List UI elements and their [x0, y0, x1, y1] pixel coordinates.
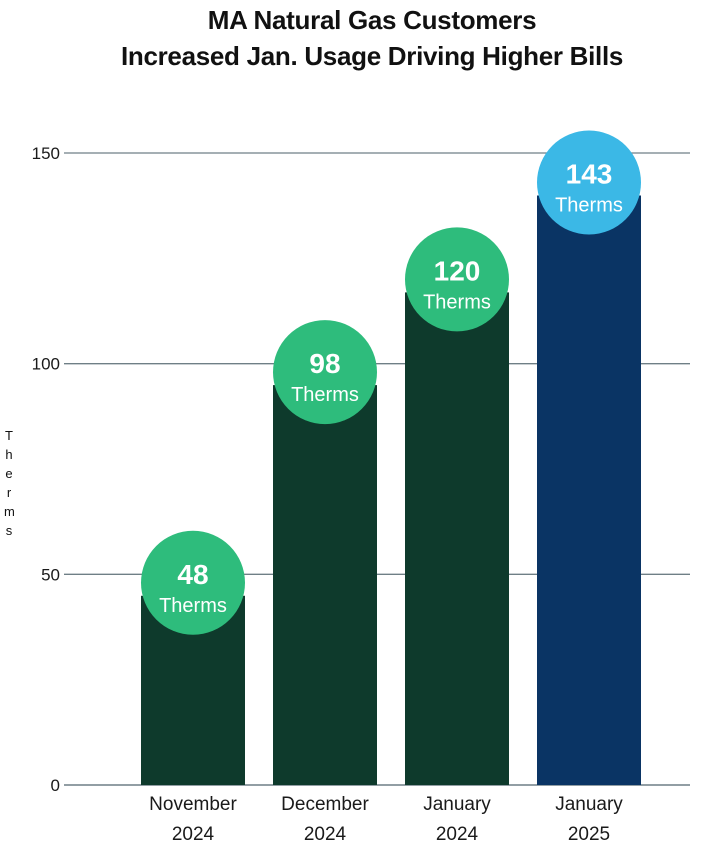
y-tick-label: 150 [32, 144, 60, 163]
y-tick-label: 50 [41, 565, 60, 584]
x-tick-label: November [149, 794, 237, 815]
value-badge [405, 227, 509, 332]
value-badge [141, 530, 245, 635]
bar [537, 195, 641, 785]
chart-title: MA Natural Gas Customers Increased Jan. … [0, 2, 702, 74]
x-tick-label-year: 2024 [436, 824, 479, 845]
x-tick-label: January [423, 794, 491, 815]
data-label-unit: Therms [555, 194, 623, 216]
x-tick-label: December [281, 794, 369, 815]
y-tick-label: 0 [51, 776, 60, 795]
x-tick-label: January [555, 794, 623, 815]
chart-title-line-1: MA Natural Gas Customers [207, 5, 537, 35]
bar [273, 385, 377, 785]
y-axis-label: Therms [4, 428, 15, 538]
x-tick-label-year: 2025 [568, 824, 610, 845]
chart-title-line-2: Increased Jan. Usage Driving Higher Bill… [120, 41, 624, 71]
y-tick-label: 100 [32, 355, 60, 374]
data-label-unit: Therms [423, 291, 491, 313]
value-badge [273, 320, 377, 425]
value-badge [537, 130, 641, 235]
data-label-value: 48 [177, 559, 208, 590]
x-tick-label-year: 2024 [304, 824, 347, 845]
data-label-value: 143 [566, 158, 613, 189]
data-label-unit: Therms [291, 384, 359, 406]
data-label-value: 98 [309, 348, 340, 379]
bar [405, 292, 509, 785]
data-label-unit: Therms [159, 595, 227, 617]
x-tick-label-year: 2024 [172, 824, 215, 845]
data-label-value: 120 [434, 255, 481, 286]
